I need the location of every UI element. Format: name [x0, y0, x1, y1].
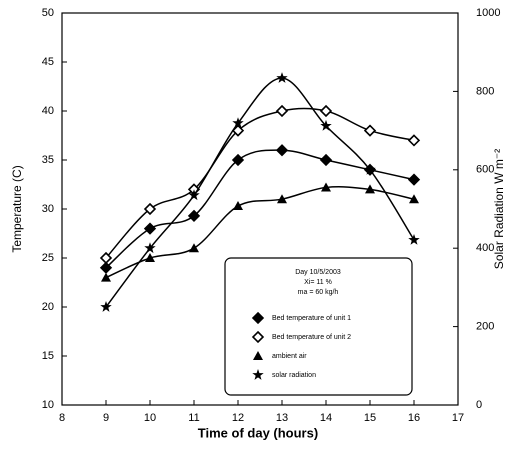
y2-tick-label: 400 [476, 242, 494, 254]
data-point [365, 184, 375, 194]
y-tick-label: 15 [42, 350, 54, 362]
data-point [407, 173, 421, 186]
x-tick-label: 13 [276, 412, 288, 424]
legend-marker [253, 351, 263, 360]
data-point [143, 202, 157, 216]
legend-header: Day 10/5/2003 [295, 269, 341, 276]
x-tick-label: 9 [103, 412, 109, 424]
data-point [275, 104, 289, 118]
y2-tick-label: 1000 [476, 7, 500, 19]
legend-header: Xi= 11 % [304, 279, 332, 286]
y-tick-label: 30 [42, 203, 54, 215]
y2-tick-label: 600 [476, 164, 494, 176]
data-point [364, 163, 376, 175]
y-tick-label: 40 [42, 105, 54, 117]
x-tick-label: 14 [320, 412, 332, 424]
legend-label: solar radiation [272, 372, 316, 379]
data-point [100, 301, 112, 312]
series-line [105, 186, 415, 279]
data-point [231, 153, 245, 167]
data-point [363, 124, 377, 137]
y-tick-label: 10 [42, 399, 54, 411]
y2-tick-label: 0 [476, 399, 482, 411]
legend-header: ma = 60 kg/h [298, 289, 339, 296]
data-point [189, 243, 199, 253]
x-tick-label: 16 [408, 412, 420, 424]
x-tick-label: 8 [59, 412, 65, 424]
data-point [276, 72, 288, 83]
legend-label: Bed temperature of unit 2 [272, 334, 351, 341]
y2-tick-label: 800 [476, 85, 494, 97]
legend-label: ambient air [272, 353, 307, 360]
y2-tick-label: 200 [476, 321, 494, 333]
data-point [233, 201, 243, 211]
data-point [145, 253, 155, 262]
y-tick-label: 35 [42, 154, 54, 166]
data-point [320, 119, 332, 131]
x-tick-label: 12 [232, 412, 244, 424]
legend-marker [252, 369, 264, 380]
data-point [321, 182, 331, 192]
legend-label: Bed temperature of unit 1 [272, 315, 351, 322]
data-point [319, 104, 333, 118]
data-point [319, 153, 333, 167]
data-point [101, 272, 111, 282]
data-point [408, 234, 420, 245]
y-tick-label: 25 [42, 252, 54, 264]
x-axis-label: Time of day (hours) [198, 425, 318, 440]
y-tick-label: 45 [42, 56, 54, 68]
y-tick-label: 20 [42, 301, 54, 313]
data-point [409, 194, 419, 204]
data-point [277, 194, 287, 204]
data-point [188, 189, 200, 201]
x-tick-label: 15 [364, 412, 376, 424]
data-point [232, 117, 244, 128]
data-point [144, 242, 156, 254]
data-point [275, 144, 289, 157]
x-tick-label: 11 [188, 412, 199, 424]
y-tick-label: 50 [42, 7, 54, 19]
y-axis-label: Temperature (C) [10, 165, 24, 252]
x-tick-label: 17 [452, 412, 464, 424]
legend-box [224, 257, 413, 396]
data-point [143, 222, 157, 235]
legend-marker [251, 311, 265, 325]
y2-axis-label: Solar Radiation W m⁻² [492, 149, 506, 269]
data-point [187, 209, 201, 222]
data-point [99, 251, 113, 265]
data-point [407, 134, 421, 147]
x-tick-label: 10 [144, 412, 156, 424]
legend-marker [251, 330, 265, 344]
